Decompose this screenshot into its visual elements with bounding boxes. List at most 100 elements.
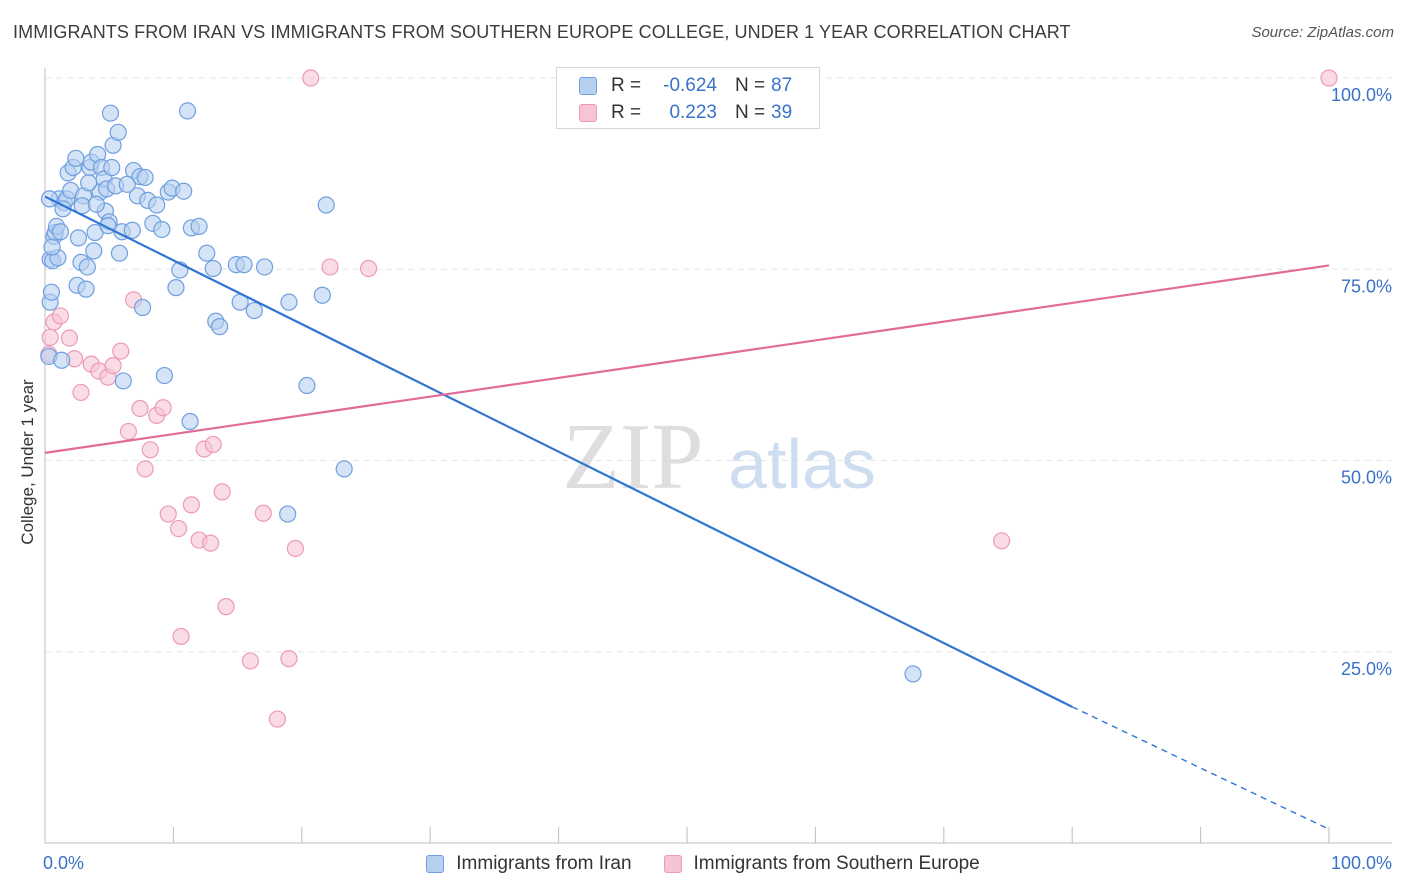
data-point bbox=[245, 301, 263, 320]
r-value-iran: -0.624 bbox=[663, 75, 717, 96]
data-point bbox=[190, 217, 208, 236]
data-point bbox=[78, 258, 96, 276]
data-point bbox=[175, 182, 193, 200]
x-tick-labels: 0.0% 100.0% bbox=[43, 853, 1392, 873]
data-point bbox=[80, 174, 98, 192]
data-point bbox=[51, 307, 70, 325]
data-point bbox=[255, 258, 274, 276]
data-point bbox=[141, 441, 159, 459]
data-point bbox=[53, 351, 71, 369]
data-point bbox=[136, 168, 154, 187]
data-point bbox=[112, 342, 130, 360]
data-point bbox=[904, 665, 922, 683]
legend-item-southern-europe: Immigrants from Southern Europe bbox=[663, 853, 980, 875]
data-point bbox=[167, 279, 185, 297]
data-point bbox=[1320, 69, 1338, 87]
data-point bbox=[313, 286, 331, 304]
legend-swatch-iran bbox=[579, 77, 597, 95]
data-point bbox=[172, 627, 190, 646]
data-point bbox=[198, 244, 216, 262]
data-point bbox=[321, 258, 339, 276]
x-tick-label: 100.0% bbox=[1331, 853, 1392, 873]
data-point bbox=[317, 196, 335, 214]
data-point bbox=[104, 357, 122, 375]
watermark-zip: ZIP bbox=[563, 405, 704, 509]
data-point bbox=[72, 383, 90, 402]
data-point bbox=[85, 242, 103, 260]
r-label: R = bbox=[611, 75, 642, 96]
data-point bbox=[241, 652, 260, 670]
trend-line-iran bbox=[44, 195, 1073, 708]
y-tick-labels: 25.0% 50.0% 75.0% 100.0% bbox=[1331, 85, 1392, 679]
data-point bbox=[204, 435, 222, 454]
data-point bbox=[42, 283, 61, 301]
y-tick-label: 50.0% bbox=[1341, 468, 1392, 488]
data-point bbox=[114, 372, 132, 390]
data-point bbox=[123, 221, 141, 239]
data-point bbox=[77, 280, 95, 298]
legend-swatch-southern-europe bbox=[663, 855, 682, 873]
data-point bbox=[60, 329, 78, 347]
source-label: Source: ZipAtlas.com bbox=[1251, 24, 1394, 41]
n-label: N = bbox=[735, 75, 766, 96]
legend-label-iran: Immigrants from Iran bbox=[456, 853, 632, 874]
x-tick-label: 0.0% bbox=[43, 853, 84, 873]
data-point bbox=[335, 460, 353, 478]
data-point bbox=[217, 598, 235, 616]
legend-label-southern-europe: Immigrants from Southern Europe bbox=[693, 853, 980, 874]
data-point bbox=[254, 504, 272, 522]
trend-lines bbox=[44, 195, 1330, 830]
data-point bbox=[302, 69, 320, 87]
data-point bbox=[159, 505, 177, 523]
data-point bbox=[119, 422, 138, 441]
data-point bbox=[280, 293, 298, 311]
data-point bbox=[110, 244, 129, 262]
series-iran bbox=[40, 102, 922, 683]
y-axis-title: College, Under 1 year bbox=[18, 379, 37, 545]
data-point bbox=[87, 195, 105, 213]
gridlines bbox=[45, 77, 1392, 653]
data-point bbox=[204, 259, 222, 278]
data-point bbox=[202, 534, 220, 552]
y-tick-label: 25.0% bbox=[1341, 659, 1392, 679]
data-point bbox=[268, 710, 287, 728]
trend-line-southern-europe bbox=[44, 264, 1330, 454]
data-point bbox=[298, 376, 316, 395]
n-value-iran: 87 bbox=[771, 75, 793, 96]
chart-title: IMMIGRANTS FROM IRAN VS IMMIGRANTS FROM … bbox=[13, 22, 1071, 42]
data-point bbox=[211, 318, 229, 336]
r-label: R = bbox=[611, 102, 642, 123]
data-point bbox=[286, 539, 304, 558]
correlation-legend: R = -0.624 N = 87 R = 0.223 N = 39 bbox=[556, 67, 820, 129]
data-point bbox=[136, 460, 154, 478]
data-point bbox=[103, 158, 121, 177]
data-point bbox=[51, 223, 70, 241]
series-legend: Immigrants from Iran Immigrants from Sou… bbox=[0, 852, 1406, 876]
legend-row-iran: R = -0.624 N = 87 bbox=[579, 73, 792, 99]
data-point bbox=[118, 175, 136, 193]
y-tick-label: 75.0% bbox=[1341, 276, 1392, 296]
legend-swatch-southern-europe bbox=[579, 104, 597, 122]
data-point bbox=[131, 399, 149, 418]
data-point bbox=[67, 149, 85, 167]
data-point bbox=[359, 259, 378, 278]
data-point bbox=[279, 505, 297, 523]
data-point bbox=[169, 519, 188, 538]
n-value-southern-europe: 39 bbox=[771, 102, 793, 123]
legend-swatch-iran bbox=[426, 855, 445, 873]
data-point bbox=[133, 298, 152, 317]
data-point bbox=[41, 328, 59, 346]
data-point bbox=[181, 412, 199, 431]
data-point bbox=[101, 104, 120, 122]
r-value-southern-europe: 0.223 bbox=[669, 102, 717, 123]
data-point bbox=[43, 238, 61, 256]
data-point bbox=[69, 229, 87, 247]
data-point bbox=[235, 256, 253, 274]
legend-row-southern-europe: R = 0.223 N = 39 bbox=[579, 100, 792, 126]
data-point bbox=[280, 650, 298, 668]
data-point bbox=[154, 399, 172, 417]
data-point bbox=[178, 102, 197, 120]
data-point bbox=[182, 496, 200, 514]
data-point bbox=[148, 196, 166, 214]
